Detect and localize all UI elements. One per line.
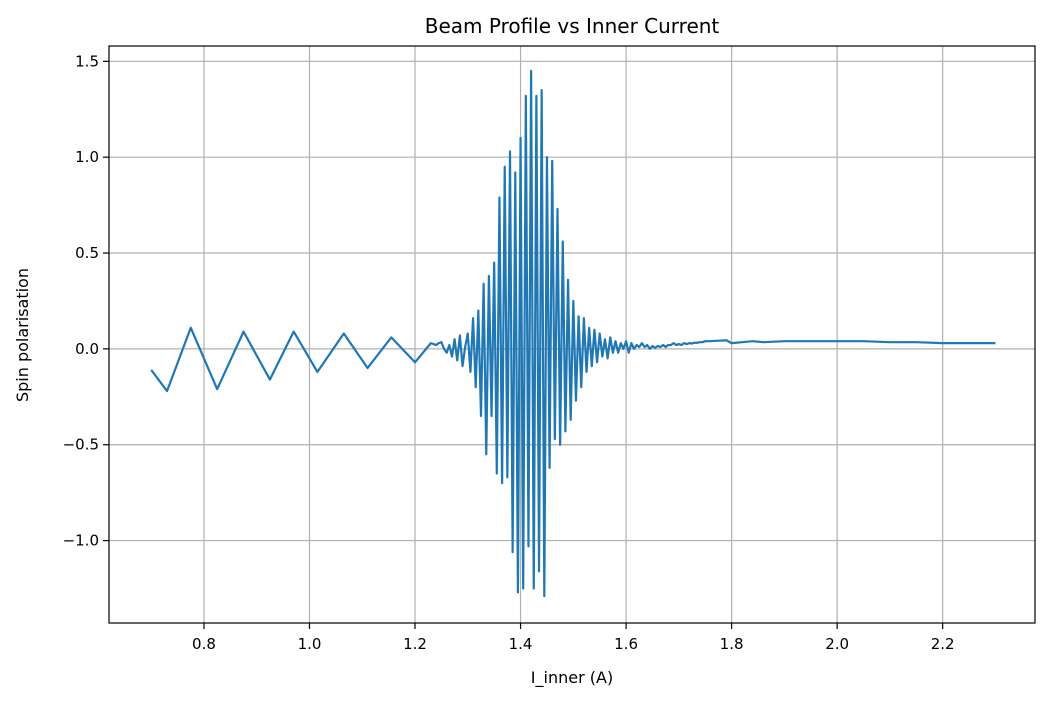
x-axis-label: I_inner (A) [531, 668, 613, 688]
y-axis-label: Spin polarisation [13, 268, 32, 402]
series-line [150, 69, 996, 598]
x-tick-label: 1.8 [720, 635, 744, 653]
y-tick-label: 1.0 [75, 148, 99, 166]
x-tick-label: 2.2 [931, 635, 955, 653]
chart-title: Beam Profile vs Inner Current [425, 14, 720, 38]
x-tick-label: 2.0 [825, 635, 849, 653]
x-tick-label: 1.2 [403, 635, 427, 653]
x-tick-label: 1.0 [298, 635, 322, 653]
y-tick-label: −0.5 [63, 436, 99, 454]
grid [109, 46, 1035, 623]
series-layer [150, 69, 996, 598]
y-tick-label: 0.0 [75, 340, 99, 358]
x-tick-label: 1.6 [614, 635, 638, 653]
y-tick-label: 0.5 [75, 244, 99, 262]
ticks: 0.8 1.0 1.2 1.4 1.6 1.8 2.0 2.2 −1.0 −0.5 0.0 0.5 1.… [63, 52, 955, 653]
x-tick-label: 0.8 [192, 635, 216, 653]
plot-frame [108, 45, 1036, 624]
y-tick-label: −1.0 [63, 532, 99, 550]
y-tick-label: 1.5 [75, 52, 99, 70]
x-tick-label: 1.4 [509, 635, 533, 653]
